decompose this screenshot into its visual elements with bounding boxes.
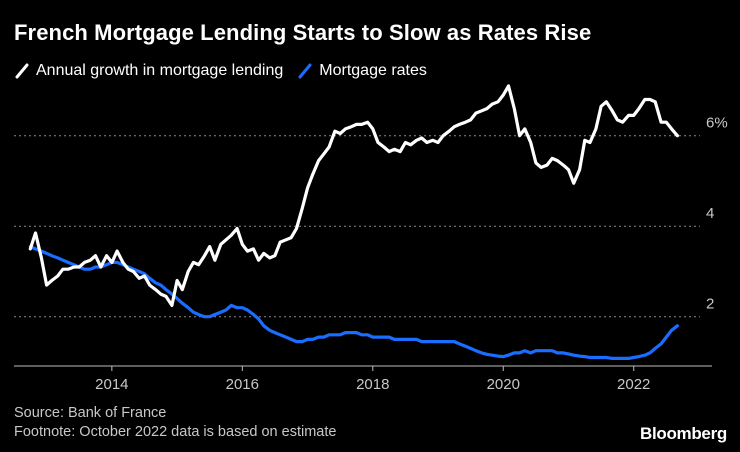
x-tick-label-2018: 2018 bbox=[356, 376, 389, 393]
y-tick-label-2: 2 bbox=[706, 296, 714, 313]
legend-item-lending: Annual growth in mortgage lending bbox=[14, 62, 283, 80]
bloomberg-logo: Bloomberg bbox=[639, 424, 727, 443]
x-tick-label-2022: 2022 bbox=[617, 376, 650, 393]
legend-label-lending: Annual growth in mortgage lending bbox=[36, 62, 284, 79]
series-line-mortgage-rates bbox=[28, 245, 679, 360]
footnote: Footnote: October 2022 data is based on … bbox=[14, 424, 337, 440]
x-tick-label-2014: 2014 bbox=[95, 376, 128, 393]
series-line-mortgage-lending bbox=[28, 84, 679, 307]
x-tick-label-2016: 2016 bbox=[226, 376, 259, 393]
y-tick-label-4: 4 bbox=[706, 205, 714, 222]
source-note: Source: Bank of France bbox=[14, 405, 167, 421]
legend-item-rates: Mortgage rates bbox=[297, 62, 427, 80]
legend-swatch-lending-icon bbox=[14, 63, 30, 79]
y-tick-label-6: 6% bbox=[706, 115, 728, 132]
x-tick-label-2020: 2020 bbox=[487, 376, 520, 393]
legend-swatch-rates-icon bbox=[297, 63, 313, 79]
legend: Annual growth in mortgage lending Mortga… bbox=[14, 62, 441, 80]
chart-title: French Mortgage Lending Starts to Slow a… bbox=[14, 20, 592, 45]
legend-label-rates: Mortgage rates bbox=[319, 62, 427, 79]
